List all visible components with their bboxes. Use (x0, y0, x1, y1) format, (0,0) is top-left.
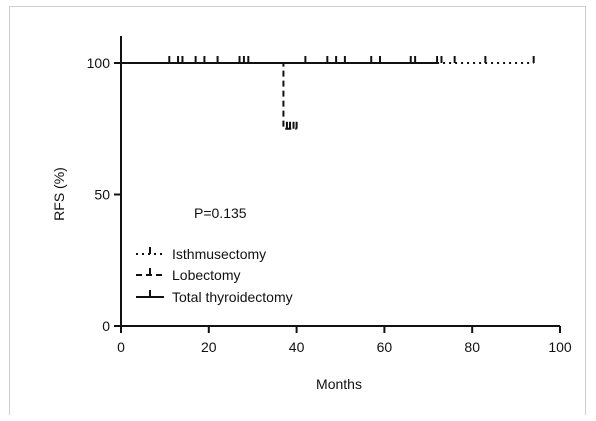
legend-label-total-thyroidectomy: Total thyroidectomy (172, 289, 293, 305)
figure-frame (9, 6, 586, 415)
legend-item-lobectomy: Lobectomy (136, 267, 240, 283)
legend-item-isthmusectomy: Isthmusectomy (136, 246, 266, 262)
x-tick-label: 80 (464, 339, 480, 355)
x-tick-label: 100 (548, 339, 572, 355)
series-layer (121, 56, 535, 130)
axes: 0 20 40 60 80 100 0 50 100 (87, 36, 572, 355)
legend-item-total-thyroidectomy: Total thyroidectomy (136, 289, 293, 305)
legend-label-isthmusectomy: Isthmusectomy (172, 246, 266, 262)
x-tick-label: 0 (117, 339, 125, 355)
p-value-annotation: P=0.135 (194, 205, 247, 221)
series-line-lobectomy (121, 62, 297, 130)
x-tick-label: 20 (201, 339, 217, 355)
legend-label-lobectomy: Lobectomy (172, 267, 240, 283)
y-tick-label: 0 (102, 318, 110, 334)
y-tick-label: 100 (87, 55, 111, 71)
x-axis-title: Months (316, 376, 362, 392)
y-tick-label: 50 (94, 187, 110, 203)
legend: Isthmusectomy Lobectomy Total thyroidect… (136, 246, 293, 305)
y-axis-title: RFS (%) (51, 167, 67, 221)
x-tick-label: 40 (289, 339, 305, 355)
x-tick-label: 60 (377, 339, 393, 355)
